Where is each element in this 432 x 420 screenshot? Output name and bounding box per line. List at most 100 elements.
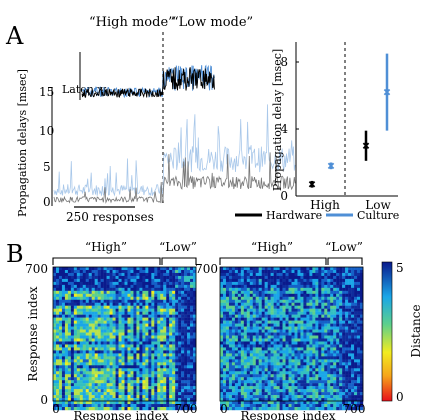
heatmap-cell <box>327 329 331 333</box>
heatmap-cell <box>118 407 122 411</box>
heatmap-cell <box>321 338 325 342</box>
heatmap-cell <box>243 404 248 408</box>
heatmap-cell <box>333 335 337 339</box>
heatmap-cell <box>303 320 307 324</box>
heatmap-cell <box>181 398 185 402</box>
heatmap-cell <box>360 392 364 396</box>
heatmap-cell <box>276 398 280 402</box>
heatmap-cell <box>67 338 72 342</box>
heatmap-cell <box>285 386 289 390</box>
heatmap-cell <box>342 329 346 333</box>
heatmap-cell <box>139 407 143 411</box>
heatmap-cell <box>321 356 325 360</box>
heatmap-cell <box>103 290 107 295</box>
heatmap-cell <box>282 347 286 351</box>
heatmap-cell <box>360 359 364 363</box>
heatmap-cell <box>53 392 57 396</box>
heatmap-cell <box>267 332 271 336</box>
heatmap-cell <box>94 386 98 390</box>
heatmap-cell <box>330 326 334 330</box>
heatmap-cell <box>79 332 83 336</box>
heatmap-cell <box>91 386 95 390</box>
heatmap-cell <box>315 404 319 408</box>
heatmap-cell <box>67 329 72 333</box>
heatmap-cell <box>261 362 265 366</box>
heatmap-cell <box>178 395 182 399</box>
heatmap-cell <box>178 347 182 351</box>
heatmap-cell <box>58 299 63 303</box>
heatmap-cell <box>228 356 233 360</box>
heatmap-cell <box>76 314 81 318</box>
heatmap-cell <box>309 329 313 333</box>
heatmap-cell <box>82 290 86 295</box>
heatmap-cell <box>64 323 69 327</box>
heatmap-cell <box>53 290 57 295</box>
heatmap-cell <box>318 344 322 348</box>
heatmap-cell <box>109 359 113 363</box>
heatmap-cell <box>246 347 250 351</box>
heatmap-cell <box>67 350 72 354</box>
heatmap-cell <box>261 380 265 384</box>
heatmap-cell <box>222 365 227 369</box>
heatmap-cell <box>270 341 274 345</box>
heatmap-cell <box>231 269 236 274</box>
heatmap-cell <box>103 305 107 309</box>
heatmap-cell <box>312 371 316 375</box>
heatmap-cell <box>273 335 277 339</box>
heatmap-cell <box>222 272 227 277</box>
heatmap-cell <box>285 407 289 411</box>
heatmap-cell <box>243 278 248 283</box>
heatmap-cell <box>166 395 170 399</box>
heatmap-cell <box>336 314 340 318</box>
heatmap-cell <box>112 377 116 381</box>
heatmap-cell <box>225 398 230 402</box>
heatmap-cell <box>178 296 182 300</box>
heatmap-cell <box>249 341 253 345</box>
heatmap-cell <box>115 341 119 345</box>
heatmap-cell <box>148 323 152 327</box>
heatmap-cell <box>306 368 310 372</box>
heatmap-cell <box>94 407 98 411</box>
heatmap-cell <box>172 269 176 274</box>
heatmap-cell <box>243 317 248 321</box>
heatmap-cell <box>121 374 125 378</box>
heatmap-cell <box>351 383 355 387</box>
heatmap-cell <box>109 272 113 277</box>
heatmap-cell <box>166 356 170 360</box>
heatmap-cell <box>76 320 81 324</box>
heatmap-cell <box>76 293 81 297</box>
heatmap-cell <box>172 278 176 283</box>
heatmap-cell <box>330 383 334 387</box>
heatmap-cell <box>300 278 304 283</box>
heatmap-cell <box>73 380 78 384</box>
heatmap-cell <box>327 407 331 411</box>
heatmap-cell <box>115 365 119 369</box>
heatmap-cell <box>312 329 316 333</box>
heatmap-cell <box>261 299 265 303</box>
heatmap-cell <box>270 374 274 378</box>
heatmap-cell <box>234 359 239 363</box>
heatmap-cell <box>172 407 176 411</box>
heatmap-cell <box>333 350 337 354</box>
heatmap-cell <box>222 317 227 321</box>
heatmap-cell <box>228 374 233 378</box>
heatmap-cell <box>79 302 83 306</box>
heatmap-cell <box>55 269 60 274</box>
heatmap-cell <box>228 290 233 295</box>
heatmap-cell <box>94 362 98 366</box>
heatmap-cell <box>79 344 83 348</box>
heatmap-cell <box>148 332 152 336</box>
heatmap-cell <box>151 329 155 333</box>
heatmap-cell <box>315 320 319 324</box>
heatmap-cell <box>124 344 128 348</box>
heatmap-cell <box>336 269 340 274</box>
heatmap-cell <box>151 350 155 354</box>
heatmap-cell <box>184 386 188 390</box>
heatmap-cell <box>225 404 230 408</box>
heatmap-cell <box>181 365 185 369</box>
heatmap-cell <box>318 359 322 363</box>
heatmap-cell <box>246 335 250 339</box>
heatmap-cell <box>91 395 95 399</box>
heatmap-cell <box>252 392 256 396</box>
heatmap-cell <box>330 275 334 280</box>
